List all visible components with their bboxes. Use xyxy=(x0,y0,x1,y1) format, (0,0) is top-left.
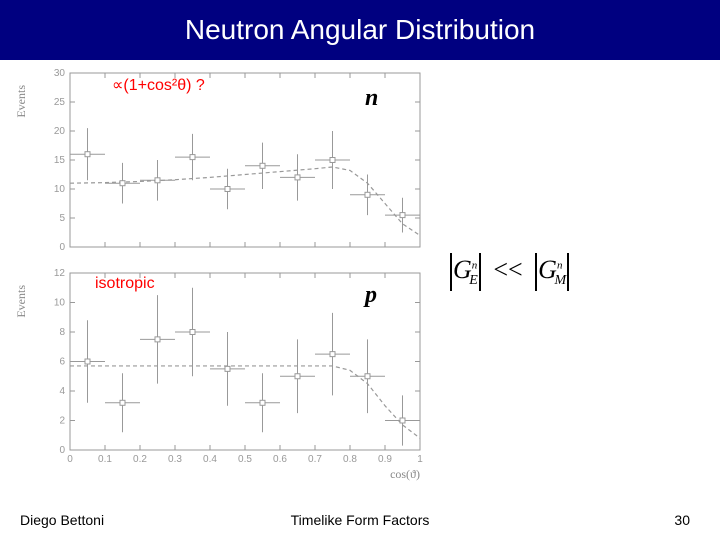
svg-text:8: 8 xyxy=(59,327,65,338)
svg-text:0.4: 0.4 xyxy=(203,454,217,465)
bottom-chart-label: isotropic xyxy=(95,275,155,293)
svg-text:0.1: 0.1 xyxy=(98,454,112,465)
svg-text:0.5: 0.5 xyxy=(238,454,252,465)
svg-text:cos(ϑ): cos(ϑ) xyxy=(390,467,420,481)
svg-text:0: 0 xyxy=(59,445,65,456)
svg-text:12: 12 xyxy=(54,268,66,279)
svg-text:2: 2 xyxy=(59,416,65,427)
svg-text:15: 15 xyxy=(54,155,66,166)
svg-text:0: 0 xyxy=(67,454,73,465)
footer-author: Diego Bettoni xyxy=(20,512,104,528)
svg-text:5: 5 xyxy=(59,213,65,224)
formula-inequality: GnE << GnM xyxy=(450,255,569,289)
page-title: Neutron Angular Distribution xyxy=(185,14,535,46)
svg-text:0: 0 xyxy=(59,242,65,253)
svg-text:4: 4 xyxy=(59,386,65,397)
footer-page-number: 30 xyxy=(674,512,690,528)
svg-text:0.2: 0.2 xyxy=(133,454,147,465)
svg-text:30: 30 xyxy=(54,68,66,79)
svg-text:0.9: 0.9 xyxy=(378,454,392,465)
svg-text:0.7: 0.7 xyxy=(308,454,322,465)
charts-container: ∝(1+cos²θ) ? 051015202530Events n isotro… xyxy=(10,65,440,495)
footer: Diego Bettoni Timelike Form Factors 30 xyxy=(0,500,720,540)
svg-text:10: 10 xyxy=(54,184,66,195)
svg-text:25: 25 xyxy=(54,97,66,108)
svg-text:0.3: 0.3 xyxy=(168,454,182,465)
svg-text:20: 20 xyxy=(54,126,66,137)
svg-text:10: 10 xyxy=(54,298,66,309)
particle-n-label: n xyxy=(365,85,378,112)
top-chart-label: ∝(1+cos²θ) ? xyxy=(112,75,205,95)
svg-text:0.6: 0.6 xyxy=(273,454,287,465)
particle-p-label: p xyxy=(365,282,377,309)
content-area: ∝(1+cos²θ) ? 051015202530Events n isotro… xyxy=(0,60,720,500)
svg-text:1: 1 xyxy=(417,454,423,465)
svg-text:6: 6 xyxy=(59,357,65,368)
svg-text:0.8: 0.8 xyxy=(343,454,357,465)
svg-text:Events: Events xyxy=(14,85,28,118)
footer-title: Timelike Form Factors xyxy=(291,512,430,528)
svg-text:Events: Events xyxy=(14,285,28,318)
title-bar: Neutron Angular Distribution xyxy=(0,0,720,60)
